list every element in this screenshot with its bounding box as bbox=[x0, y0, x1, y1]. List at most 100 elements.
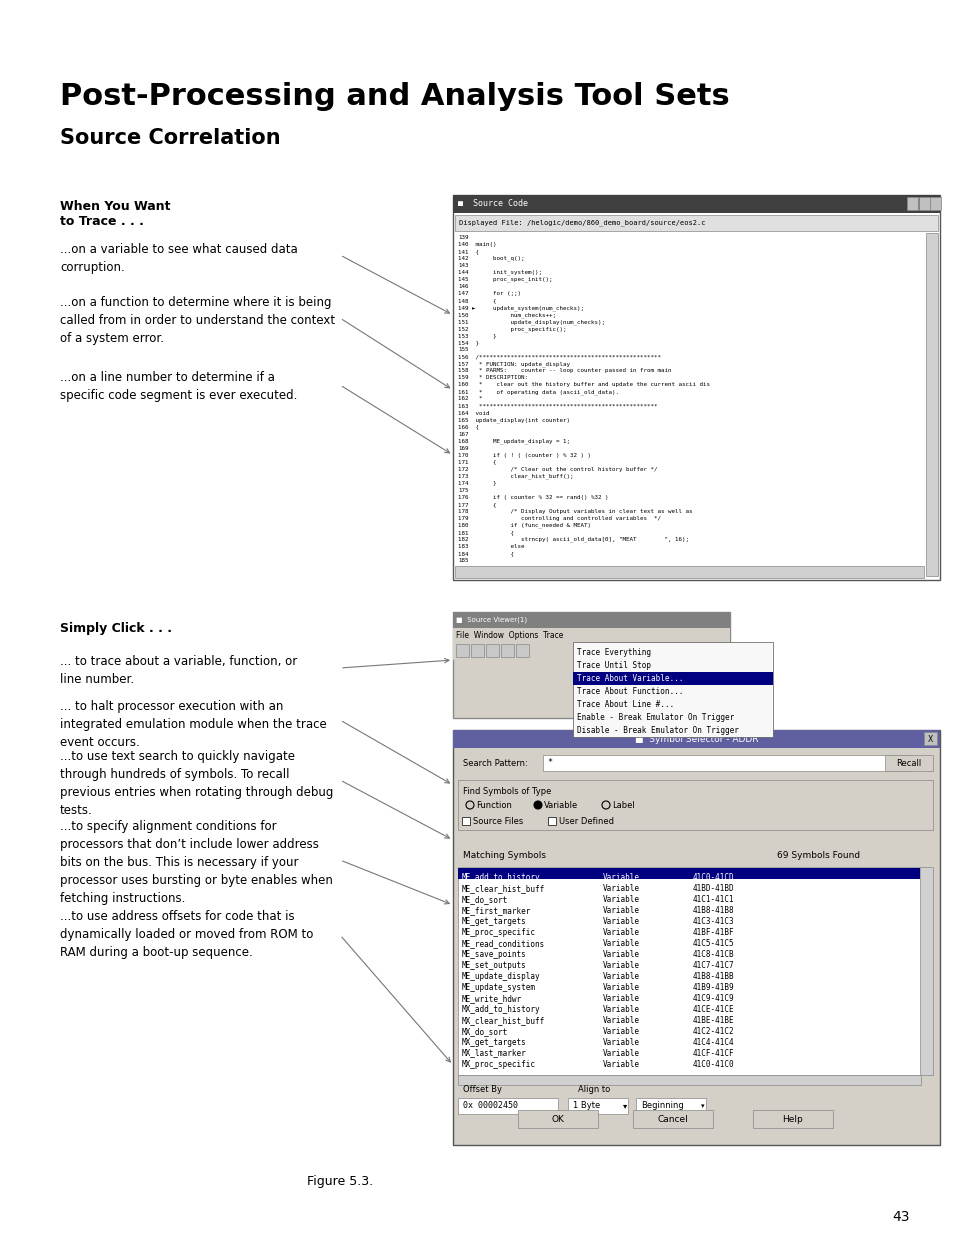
Text: 159   * DESCRIPTION:: 159 * DESCRIPTION: bbox=[457, 375, 527, 380]
Text: Cancel: Cancel bbox=[657, 1115, 688, 1125]
Bar bbox=[906, 198, 917, 210]
Text: 154  }: 154 } bbox=[457, 341, 478, 346]
Text: ME_add_to_history: ME_add_to_history bbox=[461, 873, 540, 883]
Text: Align to: Align to bbox=[578, 1086, 610, 1094]
Text: ▾: ▾ bbox=[700, 1103, 703, 1109]
Bar bbox=[925, 233, 937, 576]
Text: Disable - Break Emulator On Trigger: Disable - Break Emulator On Trigger bbox=[577, 726, 739, 735]
Text: Variable: Variable bbox=[602, 906, 639, 915]
Bar bbox=[929, 198, 940, 210]
Bar bbox=[471, 643, 483, 657]
Text: 41C3-41C3: 41C3-41C3 bbox=[692, 918, 734, 926]
Text: MX_clear_hist_buff: MX_clear_hist_buff bbox=[461, 1015, 545, 1025]
Text: Variable: Variable bbox=[602, 895, 639, 904]
Text: 41C7-41C7: 41C7-41C7 bbox=[692, 961, 734, 969]
Text: Source Correlation: Source Correlation bbox=[60, 128, 280, 148]
Bar bbox=[457, 867, 920, 1074]
Bar bbox=[455, 215, 937, 231]
Bar bbox=[453, 613, 729, 718]
Text: ME_update_display: ME_update_display bbox=[461, 972, 540, 981]
Bar bbox=[517, 1110, 598, 1128]
Text: ...to specify alignment conditions for
processors that don’t include lower addre: ...to specify alignment conditions for p… bbox=[60, 820, 333, 905]
Bar bbox=[884, 755, 932, 771]
Text: Variable: Variable bbox=[543, 800, 578, 809]
Text: 168       ME_update_display = 1;: 168 ME_update_display = 1; bbox=[457, 438, 569, 443]
Text: ...on a function to determine where it is being
called from in order to understa: ...on a function to determine where it i… bbox=[60, 296, 335, 345]
Text: Label: Label bbox=[612, 800, 634, 809]
Text: ▾: ▾ bbox=[622, 1102, 626, 1110]
Bar bbox=[485, 643, 498, 657]
Text: 166  {: 166 { bbox=[457, 425, 478, 430]
Text: ■  Source Viewer(1): ■ Source Viewer(1) bbox=[456, 616, 527, 624]
Text: 41BE-41BE: 41BE-41BE bbox=[692, 1015, 734, 1025]
Text: 164  void: 164 void bbox=[457, 410, 489, 415]
Bar bbox=[456, 643, 469, 657]
Text: 149 ►     update_system(num_checks);: 149 ► update_system(num_checks); bbox=[457, 305, 583, 310]
Bar bbox=[500, 643, 514, 657]
Text: ...on a line number to determine if a
specific code segment is ever executed.: ...on a line number to determine if a sp… bbox=[60, 370, 297, 403]
Text: 41C4-41C4: 41C4-41C4 bbox=[692, 1037, 734, 1046]
Text: User Defined: User Defined bbox=[558, 816, 614, 825]
Text: ME_set_outputs: ME_set_outputs bbox=[461, 961, 526, 969]
Bar bbox=[636, 1098, 705, 1114]
Text: MX_get_targets: MX_get_targets bbox=[461, 1037, 526, 1046]
Text: 41B8-41B8: 41B8-41B8 bbox=[692, 906, 734, 915]
Text: Variable: Variable bbox=[602, 1037, 639, 1046]
Text: ME_save_points: ME_save_points bbox=[461, 950, 526, 960]
Bar bbox=[453, 730, 939, 748]
Text: ... to halt processor execution with an
integrated emulation module when the tra: ... to halt processor execution with an … bbox=[60, 700, 327, 748]
Text: 41C0-41C0: 41C0-41C0 bbox=[692, 1060, 734, 1068]
Bar bbox=[919, 867, 932, 1074]
Bar bbox=[453, 629, 729, 642]
Circle shape bbox=[534, 802, 541, 809]
Text: Variable: Variable bbox=[602, 1026, 639, 1036]
Text: Variable: Variable bbox=[602, 994, 639, 1003]
Text: 162   *: 162 * bbox=[457, 396, 482, 401]
Text: 141  {: 141 { bbox=[457, 249, 478, 254]
Text: Variable: Variable bbox=[602, 1060, 639, 1068]
Text: 41B9-41B9: 41B9-41B9 bbox=[692, 983, 734, 992]
Text: ME_update_system: ME_update_system bbox=[461, 983, 536, 992]
Text: ■  Source Code: ■ Source Code bbox=[457, 200, 527, 209]
Text: 183            else: 183 else bbox=[457, 543, 524, 548]
Text: 184            {: 184 { bbox=[457, 551, 514, 556]
Text: 41C5-41C5: 41C5-41C5 bbox=[692, 939, 734, 948]
Text: 174       }: 174 } bbox=[457, 480, 496, 485]
Text: Displayed File: /helogic/demo/860_demo_board/source/eos2.c: Displayed File: /helogic/demo/860_demo_b… bbox=[458, 220, 705, 226]
Text: 41C1-41C1: 41C1-41C1 bbox=[692, 895, 734, 904]
Text: 41C2-41C2: 41C2-41C2 bbox=[692, 1026, 734, 1036]
Bar bbox=[573, 672, 772, 685]
Text: 153       }: 153 } bbox=[457, 333, 496, 338]
Text: Search Pattern:: Search Pattern: bbox=[462, 758, 527, 767]
Text: 151            update_display(num_checks);: 151 update_display(num_checks); bbox=[457, 319, 604, 325]
Text: 161   *    of operating data (ascii_old_data).: 161 * of operating data (ascii_old_data)… bbox=[457, 389, 618, 395]
Text: Enable - Break Emulator On Trigger: Enable - Break Emulator On Trigger bbox=[577, 713, 734, 722]
Text: OK: OK bbox=[551, 1115, 564, 1125]
Text: Simply Click . . .: Simply Click . . . bbox=[60, 622, 172, 635]
Text: MX_last_marker: MX_last_marker bbox=[461, 1049, 526, 1057]
Text: Find Symbols of Type: Find Symbols of Type bbox=[462, 787, 551, 797]
Bar bbox=[752, 1110, 832, 1128]
Text: 142       boot_q();: 142 boot_q(); bbox=[457, 256, 524, 262]
Text: Trace About Function...: Trace About Function... bbox=[577, 687, 682, 697]
Text: 178            /* Display Output variables in clear text as well as: 178 /* Display Output variables in clear… bbox=[457, 509, 692, 514]
Text: to Trace . . .: to Trace . . . bbox=[60, 215, 144, 228]
Text: ME_do_sort: ME_do_sort bbox=[461, 895, 508, 904]
Text: 182               strncpy( ascii_old_data[0], "MEAT        ", 16);: 182 strncpy( ascii_old_data[0], "MEAT ",… bbox=[457, 537, 688, 542]
Bar bbox=[633, 1110, 712, 1128]
Text: MX_proc_specific: MX_proc_specific bbox=[461, 1060, 536, 1068]
Text: Function: Function bbox=[476, 800, 512, 809]
Text: Help: Help bbox=[781, 1115, 802, 1125]
Text: 41CF-41CF: 41CF-41CF bbox=[692, 1049, 734, 1057]
Text: 143: 143 bbox=[457, 263, 468, 268]
Text: 155: 155 bbox=[457, 347, 468, 352]
Bar bbox=[918, 198, 929, 210]
Text: ...to use address offsets for code that is
dynamically loaded or moved from ROM : ...to use address offsets for code that … bbox=[60, 910, 313, 960]
Text: 158   * PARMS:    counter -- loop counter passed in from main: 158 * PARMS: counter -- loop counter pas… bbox=[457, 368, 671, 373]
Text: Variable: Variable bbox=[602, 950, 639, 960]
Bar bbox=[453, 195, 939, 212]
Text: 41BD-41BD: 41BD-41BD bbox=[692, 884, 734, 893]
Bar bbox=[923, 732, 936, 745]
Text: Offset By: Offset By bbox=[462, 1086, 501, 1094]
Text: 41C8-41CB: 41C8-41CB bbox=[692, 950, 734, 960]
